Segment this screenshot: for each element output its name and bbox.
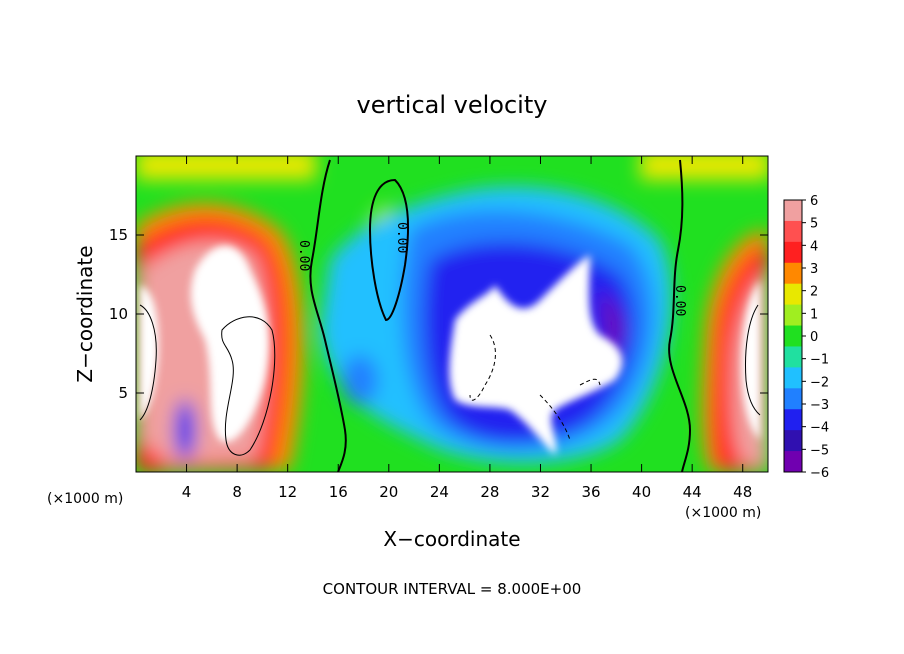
x-axis: 4 8 12 16 20 24 28 32 36 40 44 48 xyxy=(182,156,752,501)
colorbar-swatch xyxy=(784,220,802,243)
colorbar-label: 5 xyxy=(810,217,818,232)
x-tick-label: 32 xyxy=(531,483,550,501)
chart-title: vertical velocity xyxy=(357,91,548,119)
colorbar-label: 6 xyxy=(810,194,818,209)
colorbar-label: 1 xyxy=(810,307,818,322)
thin-contours xyxy=(139,304,761,456)
colorbar-swatch xyxy=(784,388,802,410)
y-axis-title: Z−coordinate xyxy=(73,245,97,382)
x-tick-label: 8 xyxy=(232,483,242,501)
x-tick-label: 44 xyxy=(683,483,702,501)
y-axis: 5 10 15 xyxy=(109,226,768,402)
contour-labels: 0.00 0.00 0.00 xyxy=(296,222,687,316)
contour-label: 0.00 xyxy=(394,222,409,253)
x-unit-label-right: (×1000 m) xyxy=(685,505,761,521)
x-unit-label-left: (×1000 m) xyxy=(47,491,123,507)
x-tick-label: 36 xyxy=(581,483,600,501)
colorbar-swatch xyxy=(784,430,802,452)
contour-label: 0.00 xyxy=(296,240,311,271)
colorbar: 6 5 4 3 2 1 0 −1 −2 −3 −4 −5 −6 xyxy=(783,194,829,481)
colorbar-swatch xyxy=(784,283,802,306)
x-tick-label: 40 xyxy=(632,483,651,501)
colorbar-swatch xyxy=(784,409,802,431)
colorbar-label: 4 xyxy=(810,239,818,254)
zero-contours xyxy=(309,159,692,472)
y-tick-label: 5 xyxy=(118,384,128,402)
colorbar-label: 3 xyxy=(810,262,818,277)
colorbar-swatch xyxy=(784,304,802,327)
colorbar-swatch xyxy=(784,241,802,264)
x-axis-title: X−coordinate xyxy=(383,527,520,551)
colorbar-swatch xyxy=(784,262,802,285)
x-tick-label: 48 xyxy=(733,483,752,501)
colorbar-label: −4 xyxy=(810,421,829,436)
x-tick-label: 16 xyxy=(329,483,348,501)
colorbar-swatch xyxy=(784,346,802,368)
colorbar-swatch xyxy=(784,451,802,473)
colorbar-label: −3 xyxy=(810,398,829,413)
x-tick-label: 28 xyxy=(480,483,499,501)
colorbar-swatch xyxy=(784,200,802,222)
x-tick-label: 12 xyxy=(278,483,297,501)
colorbar-label: −5 xyxy=(810,443,829,458)
colorbar-label: 0 xyxy=(810,330,818,345)
colorbar-label: −2 xyxy=(810,375,829,390)
x-tick-label: 24 xyxy=(430,483,449,501)
y-tick-label: 10 xyxy=(109,305,128,323)
x-tick-label: 4 xyxy=(182,483,192,501)
colorbar-label: −1 xyxy=(810,353,829,368)
contour-interval-note: CONTOUR INTERVAL = 8.000E+00 xyxy=(323,580,582,598)
colorbar-swatch xyxy=(784,367,802,389)
heatmap-field xyxy=(136,156,768,472)
y-tick-label: 15 xyxy=(109,226,128,244)
contour-label: 0.00 xyxy=(672,285,687,316)
colorbar-label: 2 xyxy=(810,285,818,300)
colorbar-label: −6 xyxy=(810,466,829,481)
x-tick-label: 20 xyxy=(379,483,398,501)
colorbar-swatch xyxy=(784,325,802,347)
